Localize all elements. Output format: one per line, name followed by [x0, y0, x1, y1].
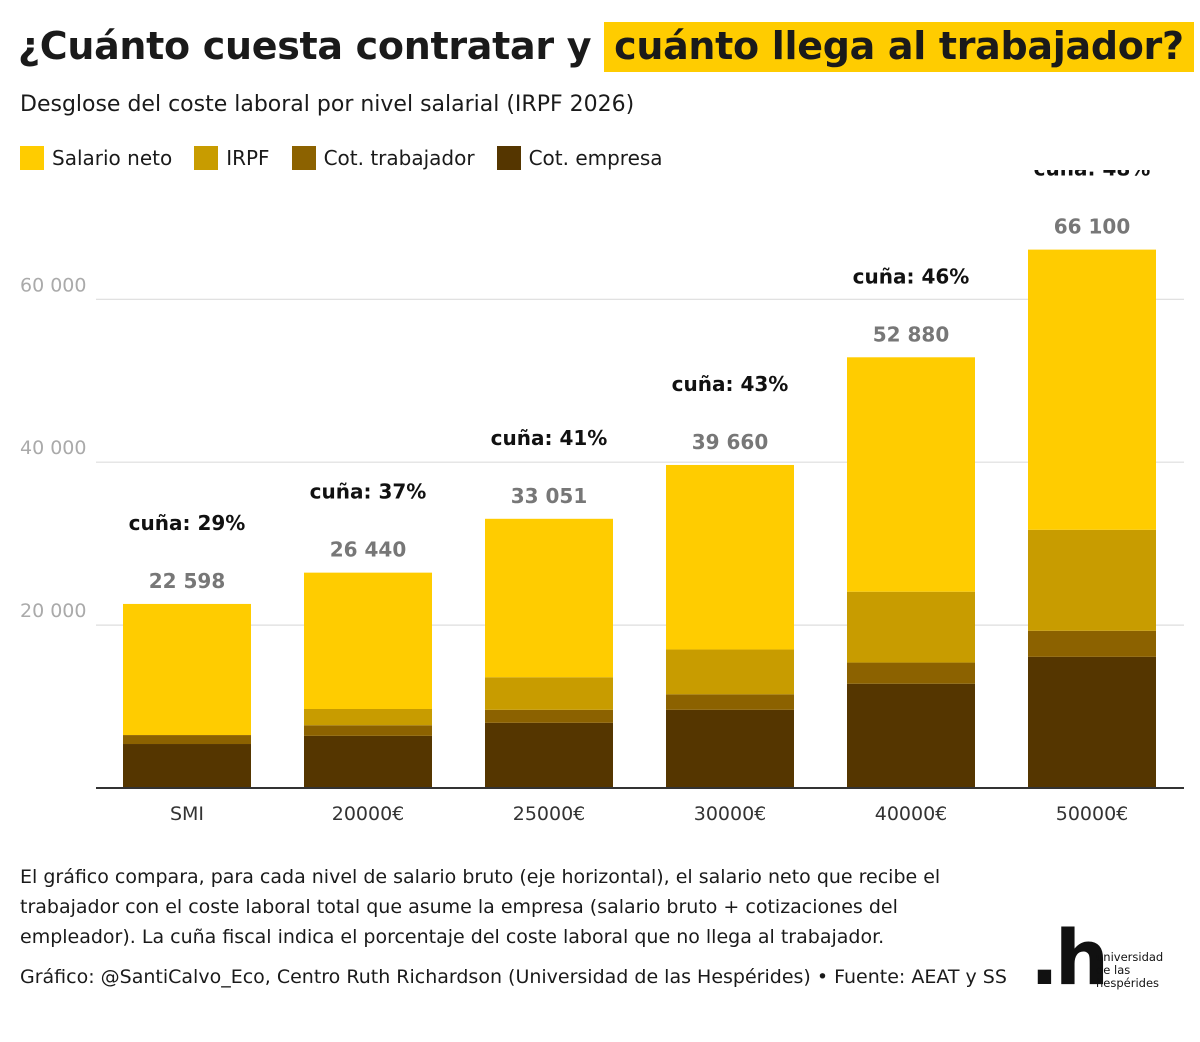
bar-salario-neto-25000 [485, 518, 613, 678]
total-label-smi: 22 598 [149, 569, 226, 593]
bar-salario-neto-40000 [847, 357, 975, 592]
legend-swatch-cot-empresa [496, 146, 521, 170]
bar-irpf-25000 [485, 677, 613, 710]
footnote: El gráfico compara, para cada nivel de s… [20, 866, 941, 948]
logo-line-2: de las [1096, 963, 1131, 977]
bar-irpf-40000 [847, 591, 975, 663]
legend-label-salario-neto: Salario neto [52, 146, 173, 170]
title-highlight: cuánto llega al trabajador? [604, 22, 1194, 72]
y-tick-label: 60 000 [20, 274, 86, 296]
bar-salario-neto-20000 [304, 572, 432, 709]
total-label-30000: 39 660 [692, 430, 769, 454]
x-tick-label-smi: SMI [170, 803, 204, 825]
total-label-40000: 52 880 [873, 322, 950, 346]
legend-item-cot-empresa: Cot. empresa [496, 146, 663, 170]
bar-cot-trabajador-50000 [1028, 630, 1156, 657]
logo-mark: .h [1030, 913, 1109, 1002]
total-label-50000: 66 100 [1054, 215, 1131, 239]
bar-cot-empresa-40000 [847, 683, 975, 788]
chart-title: ¿Cuánto cuesta contratar y cuánto llega … [18, 18, 1194, 74]
bar-cot-empresa-30000 [666, 709, 794, 788]
stacked-bar-chart: 20 000 40 000 60 000 22 598 cuña: 29% SMI 26 … [20, 170, 1184, 825]
bar-cot-empresa-20000 [304, 735, 432, 788]
legend-item-salario-neto: Salario neto [20, 146, 172, 170]
bar-irpf-50000 [1028, 529, 1156, 631]
credit-source: Gráfico: @SantiCalvo_Eco, Centro Ruth Ri… [20, 966, 1007, 988]
title-main: ¿Cuánto cuesta contratar y [18, 24, 592, 68]
wedge-label-25000: cuña: 41% [491, 426, 608, 450]
legend-swatch-salario-neto [20, 146, 44, 170]
y-tick-label: 40 000 [20, 437, 86, 459]
legend-label-cot-empresa: Cot. empresa [528, 146, 663, 170]
bar-salario-neto-50000 [1028, 249, 1156, 530]
x-tick-label-40000: 40000€ [875, 803, 948, 825]
x-tick-label-25000: 25000€ [513, 803, 586, 825]
legend-swatch-irpf [194, 146, 219, 170]
bar-cot-empresa-smi [123, 744, 251, 788]
logo-text: universidad de las hespérides [1096, 951, 1163, 990]
bar-cot-empresa-50000 [1028, 656, 1156, 788]
legend-swatch-cot-trabajador [291, 146, 316, 170]
x-tick-label-20000: 20000€ [332, 803, 405, 825]
bar-cot-trabajador-40000 [847, 662, 975, 684]
chart-subtitle: Desglose del coste laboral por nivel sal… [20, 92, 635, 117]
wedge-label-30000: cuña: 43% [672, 372, 789, 396]
x-tick-label-30000: 30000€ [694, 803, 767, 825]
bar-irpf-30000 [666, 649, 794, 695]
bar-irpf-20000 [304, 708, 432, 726]
logo-line-1: universidad [1096, 950, 1164, 964]
legend-item-cot-trabajador: Cot. trabajador [291, 146, 475, 170]
data-labels: 22 598 cuña: 29% SMI 26 440 cuña: 37% 20000€ 3… [129, 170, 1151, 825]
bar-salario-neto-30000 [666, 464, 794, 650]
legend: Salario neto IRPF Cot. trabajador Cot. e… [20, 143, 685, 173]
legend-item-irpf: IRPF [194, 146, 270, 170]
y-tick-label: 20 000 [20, 600, 86, 622]
university-logo: .h universidad de las hespérides [1030, 913, 1180, 1002]
wedge-label-smi: cuña: 29% [129, 511, 246, 535]
wedge-label-20000: cuña: 37% [310, 480, 427, 504]
bars [96, 249, 1184, 789]
total-label-20000: 26 440 [330, 538, 407, 562]
bar-cot-trabajador-20000 [304, 725, 432, 736]
bar-cot-trabajador-smi [123, 735, 251, 745]
bar-cot-trabajador-30000 [666, 694, 794, 710]
x-tick-label-50000: 50000€ [1056, 803, 1129, 825]
wedge-label-50000: cuña: 48% [1034, 170, 1151, 181]
bar-salario-neto-smi [123, 603, 251, 736]
wedge-label-40000: cuña: 46% [853, 264, 970, 288]
total-label-25000: 33 051 [511, 484, 588, 508]
logo-line-3: hespérides [1096, 976, 1160, 990]
legend-label-irpf: IRPF [226, 146, 270, 170]
bar-cot-empresa-25000 [485, 722, 613, 788]
legend-label-cot-trabajador: Cot. trabajador [323, 146, 475, 170]
bar-cot-trabajador-25000 [485, 709, 613, 723]
grid-lines: 20 000 40 000 60 000 [20, 274, 1184, 626]
